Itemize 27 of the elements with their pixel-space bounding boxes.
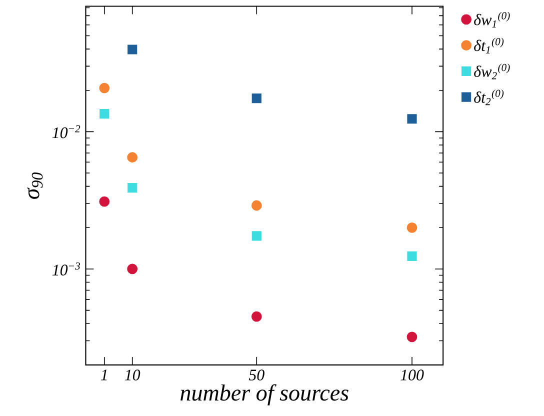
point bbox=[407, 114, 417, 124]
point bbox=[99, 82, 110, 94]
point bbox=[251, 311, 262, 322]
y-tick-label: 10$^{−3}$ bbox=[52, 262, 80, 276]
point bbox=[99, 196, 110, 207]
x-tick-label: 10 bbox=[124, 370, 140, 380]
y-tick-label: 10$^{−2}$ bbox=[52, 125, 80, 138]
legend-label: δt$_{2}$(0) bbox=[474, 89, 504, 106]
point bbox=[252, 231, 262, 241]
point bbox=[100, 109, 110, 119]
point bbox=[127, 152, 138, 163]
y-axis-title: σ$_{90}$ bbox=[27, 172, 43, 199]
point bbox=[406, 332, 418, 342]
point bbox=[252, 94, 262, 104]
point bbox=[407, 251, 417, 261]
legend-label: δt$_{1}$(0) bbox=[474, 38, 504, 54]
point bbox=[251, 200, 262, 211]
legend-label: δw$_{1}$(0) bbox=[474, 12, 510, 28]
point bbox=[128, 183, 138, 193]
x-tick-label: 100 bbox=[400, 370, 424, 380]
point bbox=[128, 44, 138, 54]
x-tick-label: 1 bbox=[100, 370, 107, 380]
point bbox=[127, 264, 138, 274]
point bbox=[406, 222, 418, 233]
legend-label: δw$_{2}$(0) bbox=[474, 64, 510, 80]
x-axis-title: number of sources bbox=[180, 384, 348, 406]
x-tick-label: 50 bbox=[248, 370, 264, 380]
